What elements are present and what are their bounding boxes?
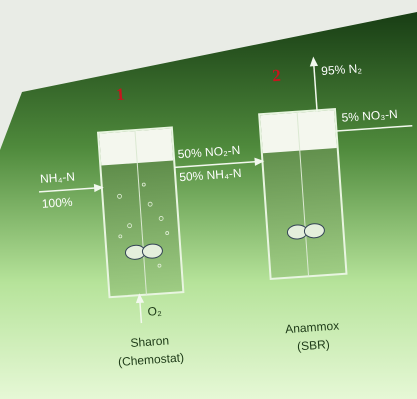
reactor-number: 2 <box>272 66 282 86</box>
reactor-name: Sharon <box>130 333 170 350</box>
reactor-mode: (SBR) <box>297 337 331 353</box>
slide-photo: 1 Sharon (Chemostat) 2 Anammox (SBR) NH₄… <box>0 0 417 399</box>
reactor-number: 1 <box>116 85 126 105</box>
stream-label: 100% <box>41 195 73 211</box>
stream-label: 95% N₂ <box>321 61 363 78</box>
stream-label: O₂ <box>147 304 162 319</box>
stream-label: NH₄-N <box>40 170 76 186</box>
